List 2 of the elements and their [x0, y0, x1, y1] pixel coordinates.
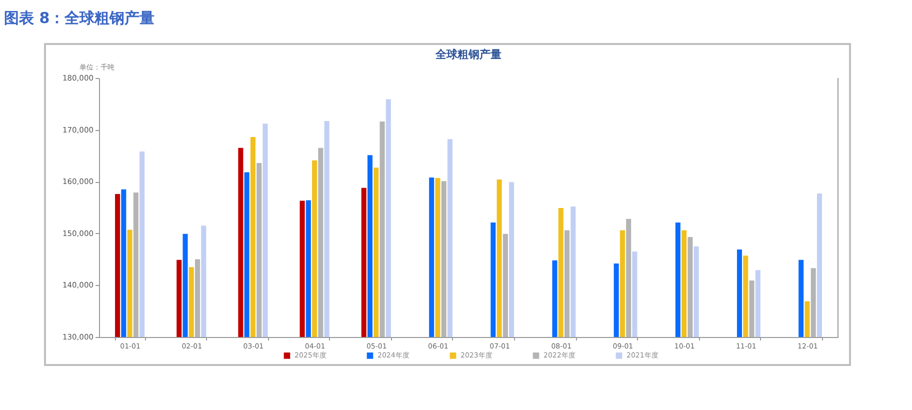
chart-title: 图表 8：全球粗钢产量: [4, 9, 155, 27]
chart-subtitle: 全球粗钢产量: [434, 48, 502, 61]
